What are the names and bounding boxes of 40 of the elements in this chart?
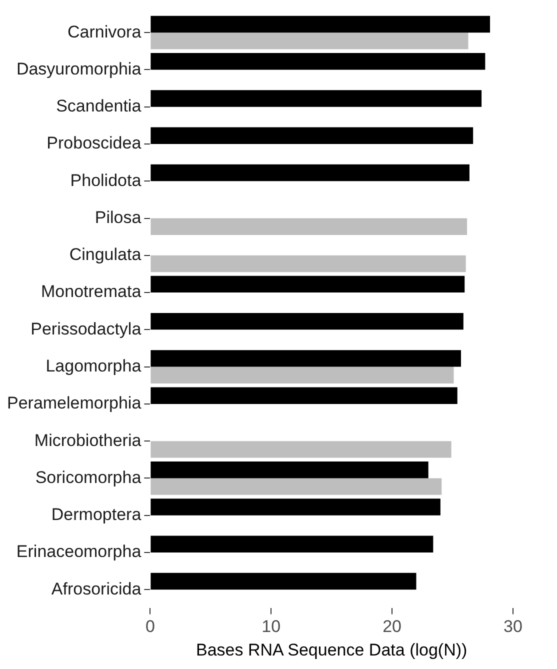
y-tick-label: Monotremata <box>41 282 142 302</box>
y-tick-label: Dasyuromorphia <box>16 59 142 78</box>
x-tick-label: 0 <box>145 617 155 636</box>
y-tick-label: Scandentia <box>56 96 142 116</box>
bar <box>150 498 440 516</box>
bar <box>150 366 454 384</box>
y-tick-label: Carnivora <box>67 22 142 42</box>
y-tick-label: Dermoptera <box>51 505 142 524</box>
bar <box>150 387 458 404</box>
y-tick-label: Microbiotheria <box>34 430 142 450</box>
bar <box>150 478 442 495</box>
y-tick-label: Soricomorpha <box>35 468 142 487</box>
bar <box>150 441 452 458</box>
y-tick-label: Perissodactyla <box>30 319 142 338</box>
bar <box>150 572 416 590</box>
x-axis-title: Bases RNA Sequence Data (log(N)) <box>196 640 468 660</box>
bar <box>150 90 482 107</box>
y-tick-label: Pilosa <box>94 208 142 227</box>
y-tick-label: Cingulata <box>69 245 142 264</box>
x-tick-label: 20 <box>382 617 402 636</box>
bar <box>150 32 468 50</box>
bar <box>150 276 465 293</box>
y-tick-label: Erinaceomorpha <box>16 542 142 562</box>
bar <box>150 16 490 33</box>
y-tick-label: Proboscidea <box>46 134 142 153</box>
bar <box>150 127 474 144</box>
bar <box>150 164 470 182</box>
bar <box>150 255 466 272</box>
bar <box>150 462 428 478</box>
y-tick-label: Pholidota <box>70 170 142 190</box>
y-tick-label: Lagomorpha <box>46 356 142 376</box>
bar <box>150 52 486 70</box>
y-tick-label: Peramelemorphia <box>6 394 142 413</box>
bar <box>150 536 434 552</box>
bar <box>150 218 468 235</box>
bar <box>150 350 461 367</box>
x-tick-label: 10 <box>262 617 281 636</box>
y-tick-label: Afrosoricida <box>51 579 142 598</box>
x-tick-label: 30 <box>504 617 522 636</box>
bar <box>150 312 464 330</box>
